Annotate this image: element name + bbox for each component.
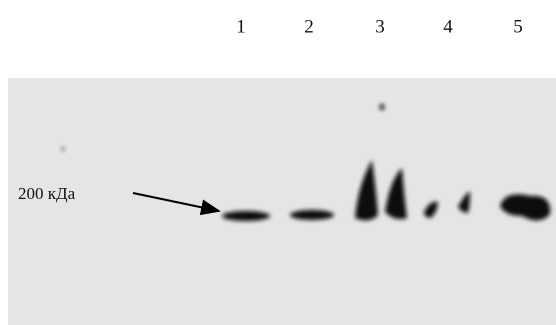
page: {"lanes": {"labels": ["1", "2", "3", "4"… [0, 0, 556, 325]
membrane [8, 78, 556, 325]
lane-label: 3 [375, 16, 385, 37]
lane-label: 5 [513, 16, 523, 37]
lane-label: 4 [443, 16, 453, 37]
lane-labels: 1 2 3 4 5 [236, 16, 523, 37]
lane-label: 1 [236, 16, 246, 37]
band [290, 210, 334, 220]
lane-label: 2 [304, 16, 314, 37]
blot-figure: 1 2 3 4 5 200 кДа [0, 0, 556, 325]
band [222, 211, 270, 221]
speck [380, 104, 385, 110]
speck [62, 148, 64, 151]
marker-label: 200 кДа [18, 184, 76, 203]
